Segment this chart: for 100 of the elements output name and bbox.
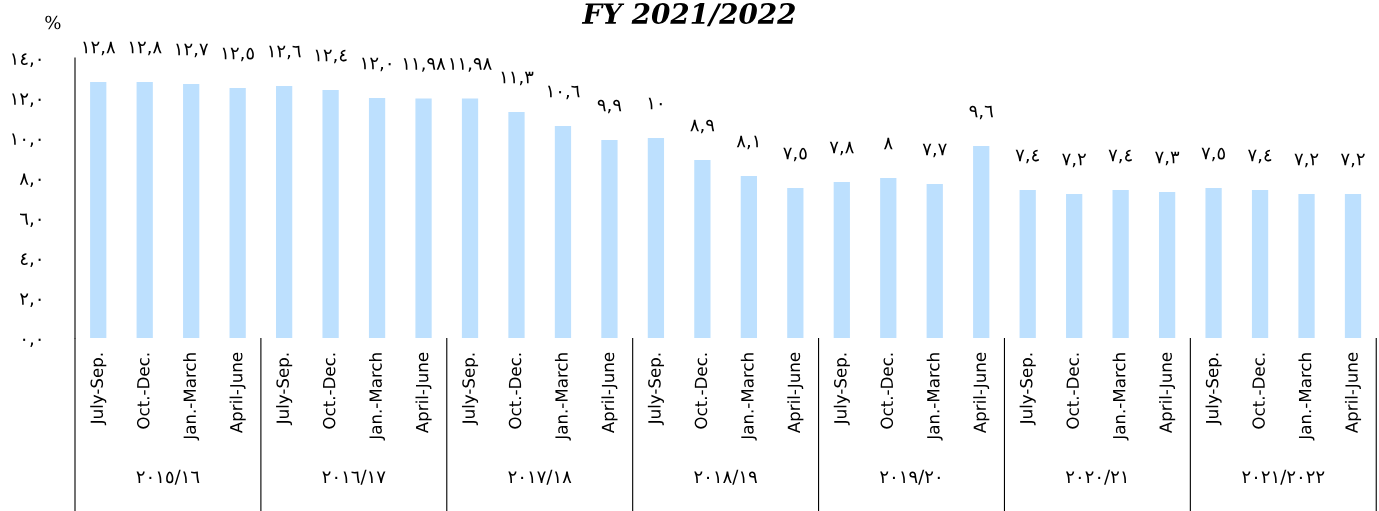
data-label: ٧,٤ — [1015, 149, 1039, 164]
bar — [554, 126, 572, 338]
bar — [90, 82, 107, 338]
x-tick-label: Jan.-March — [926, 353, 943, 441]
x-tick-label: April-June — [601, 352, 618, 434]
data-label: ١٢,٨ — [129, 41, 162, 56]
bar — [1112, 190, 1129, 338]
x-tick-label: April-June — [229, 352, 246, 434]
bar — [740, 176, 757, 338]
x-tick-label: Jan.-March — [1112, 353, 1129, 441]
data-label: ٩,٦ — [969, 105, 993, 120]
data-label: ١٢,٦ — [269, 45, 301, 60]
bar — [415, 98, 432, 338]
bar — [973, 146, 990, 338]
y-tick-label: ٨,٠ — [19, 173, 41, 187]
data-label: ٨,٩ — [690, 119, 715, 134]
data-label: ٧,٢ — [1062, 153, 1086, 168]
bar — [276, 86, 293, 338]
bar — [461, 98, 479, 338]
x-tick-label: Jan.-March — [740, 353, 757, 441]
bar — [880, 178, 897, 338]
x-tick-label: July-Sep. — [1019, 353, 1036, 426]
bar — [1205, 188, 1222, 338]
x-tick-label: April-June — [787, 352, 804, 434]
x-tick-label: July-Sep. — [276, 353, 293, 426]
text: ٢٠٢٠/٢١ — [1065, 469, 1127, 485]
data-label: ٧,٧ — [922, 143, 947, 158]
data-label: ٧,٤ — [1248, 149, 1272, 164]
bar — [833, 182, 850, 338]
bar — [1298, 194, 1315, 338]
data-label: ١٢,٧ — [176, 43, 209, 58]
x-tick-label: Oct.-Dec. — [136, 353, 150, 429]
x-tick-label: April-June — [415, 352, 432, 434]
data-label: ١١,٩٨ — [450, 58, 492, 72]
data-label: ٩,٩ — [597, 99, 622, 114]
x-tick-label: Jan.-March — [1298, 353, 1315, 441]
x-tick-label: July-Sep. — [833, 353, 850, 426]
bar — [229, 88, 246, 338]
x-tick-label: Oct.-Dec. — [508, 353, 522, 429]
bar — [787, 188, 804, 338]
text: ٢٠١٥/١٦ — [136, 469, 200, 485]
data-label: ١٢,٠ — [362, 57, 391, 72]
x-tick-label: Jan.-March — [369, 353, 386, 441]
y-tick-label: ١٤,٠ — [12, 53, 41, 67]
bar — [322, 90, 339, 338]
bar — [183, 84, 200, 338]
y-tick-label: ١٢,٠ — [12, 93, 41, 107]
x-tick-label: April-June — [1344, 352, 1362, 434]
bar — [1251, 190, 1269, 338]
bar — [926, 184, 943, 338]
x-tick-label: Oct.-Dec. — [1066, 353, 1079, 429]
x-tick-label: Jan.-March — [183, 353, 200, 441]
bar — [647, 138, 665, 338]
x-tick-label: Oct.-Dec. — [694, 353, 708, 429]
bar — [1158, 192, 1176, 338]
y-axis-title: % — [45, 15, 61, 30]
text: ٢٠١٩/٢٠ — [880, 469, 940, 485]
x-tick-label: Oct.-Dec. — [322, 353, 336, 429]
bar — [1066, 194, 1083, 338]
y-tick-label: ٦,٠ — [20, 213, 41, 227]
data-label: ١٠ — [648, 97, 662, 110]
text: ٢٠١٧/١٨ — [508, 469, 572, 485]
chart-title: FY 2021/2022 — [581, 3, 795, 27]
data-label: ٨ — [883, 137, 893, 150]
y-tick-label: ٢,٠ — [20, 293, 41, 307]
x-tick-label: Oct.-Dec. — [1252, 353, 1265, 429]
y-tick-label: ٤,٠ — [20, 253, 41, 267]
data-label: ٧,٢ — [1340, 153, 1365, 168]
data-label: ٧,٢ — [1294, 153, 1319, 168]
bar — [136, 82, 153, 338]
bar — [508, 112, 525, 338]
y-tick-label: ٠,٠ — [23, 338, 41, 347]
bar — [368, 98, 386, 338]
x-tick-label: July-Sep. — [461, 353, 479, 426]
text: ٢٠١٨/١٩ — [694, 469, 757, 485]
text: ٢٠١٦/١٧ — [322, 469, 386, 485]
data-label: ١٢,٥ — [222, 47, 254, 62]
text: ٢٠٢١/٢٠٢٢ — [1242, 469, 1325, 485]
x-tick-label: Oct.-Dec. — [880, 353, 894, 429]
data-label: ١٠,٦ — [548, 85, 580, 100]
x-tick-label: July-Sep. — [1205, 353, 1222, 426]
x-tick-label: July-Sep. — [647, 353, 664, 426]
data-label: ١٢,٨ — [83, 41, 116, 56]
data-label: ٧,٤ — [1108, 149, 1132, 164]
x-tick-label: July-Sep. — [90, 353, 107, 426]
data-label: ٧,٥ — [783, 147, 807, 162]
data-label: ٧,٥ — [1201, 147, 1225, 162]
bar — [1344, 194, 1362, 338]
data-label: ٧,٣ — [1155, 151, 1180, 166]
bar — [601, 140, 618, 338]
data-label: ١١,٩٨ — [403, 58, 446, 72]
y-tick-label: ١٠,٠ — [12, 133, 41, 147]
data-label: ١٢,٤ — [315, 49, 347, 64]
data-label: ٧,٨ — [829, 141, 854, 156]
x-tick-label: Jan.-March — [554, 353, 571, 441]
data-label: ٨,١ — [736, 135, 758, 150]
data-label: ١١,٣ — [501, 71, 534, 86]
x-tick-label: April-June — [1159, 352, 1176, 434]
bar — [694, 160, 711, 338]
x-tick-label: April-June — [973, 352, 990, 434]
